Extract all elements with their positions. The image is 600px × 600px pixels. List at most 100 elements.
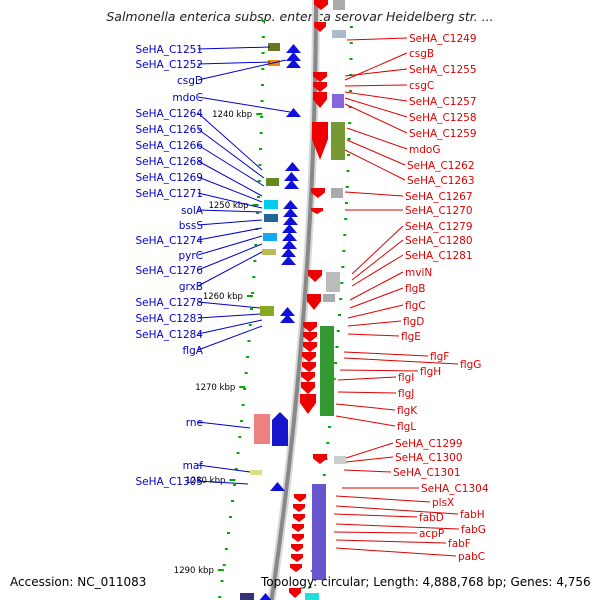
- gene-label-right[interactable]: SeHA_C1270: [405, 205, 473, 217]
- gene-arrow-reverse: [286, 59, 301, 68]
- gene-label-left[interactable]: grxB: [179, 281, 203, 293]
- leader-line-right: [344, 52, 408, 81]
- gene-label-left[interactable]: SeHA_C1278: [135, 297, 203, 309]
- gene-label-right[interactable]: fabG: [461, 524, 486, 536]
- gene-block-reverse: [263, 233, 277, 241]
- gene-label-left[interactable]: SeHA_C1284: [135, 329, 203, 341]
- gene-label-right[interactable]: flgE: [401, 331, 421, 343]
- gene-label-right[interactable]: flgG: [460, 359, 481, 371]
- gene-label-right[interactable]: SeHA_C1258: [409, 112, 477, 124]
- gene-label-right[interactable]: SeHA_C1249: [409, 33, 477, 45]
- gene-label-left[interactable]: flgA: [183, 345, 204, 357]
- gene-label-left[interactable]: SeHA_C1305: [135, 476, 203, 488]
- gene-label-left[interactable]: SeHA_C1269: [135, 172, 203, 184]
- gene-label-right[interactable]: fabD: [419, 512, 444, 524]
- gene-label-right[interactable]: flgJ: [398, 388, 414, 400]
- gene-label-left[interactable]: rne: [186, 417, 203, 429]
- gene-label-right[interactable]: SeHA_C1279: [405, 221, 473, 233]
- gene-label-right[interactable]: SeHA_C1255: [409, 64, 477, 76]
- tick-mark-outer: [349, 58, 353, 60]
- leader-line-left: [197, 227, 263, 241]
- gene-label-left[interactable]: solA: [181, 205, 204, 217]
- tick-mark-inner: [261, 68, 265, 70]
- tick-mark-inner: [243, 388, 247, 390]
- gene-label-right[interactable]: flgH: [420, 366, 441, 378]
- gene-label-left[interactable]: SeHA_C1268: [135, 156, 203, 168]
- gene-label-right[interactable]: mviN: [405, 267, 432, 279]
- gene-label-right[interactable]: pabC: [458, 551, 485, 563]
- gene-labels[interactable]: SeHA_C1251 SeHA_C1252 csgD mdoC SeHA_C1264 Se…: [135, 33, 488, 563]
- scale-tick: [252, 204, 259, 206]
- gene-label-left[interactable]: SeHA_C1271: [135, 188, 203, 200]
- tick-mark-inner: [246, 356, 250, 358]
- tick-mark-inner: [251, 292, 255, 294]
- leader-line-right: [346, 127, 408, 150]
- gene-label-left[interactable]: pyrC: [178, 250, 203, 262]
- gene-label-left[interactable]: mdoC: [172, 92, 203, 104]
- gene-label-right[interactable]: SeHA_C1262: [407, 160, 475, 172]
- gene-arrow-reverse: [283, 208, 298, 217]
- leader-line-right: [344, 68, 408, 77]
- leader-line-right: [335, 523, 460, 530]
- tick-mark-inner: [252, 276, 256, 278]
- gene-label-right[interactable]: flgF: [430, 351, 449, 363]
- gene-label-right[interactable]: SeHA_C1299: [395, 438, 463, 450]
- gene-arrow-reverse: [259, 593, 272, 600]
- gene-label-right[interactable]: SeHA_C1259: [409, 128, 477, 140]
- gene-label-right[interactable]: flgD: [403, 316, 424, 328]
- gene-label-right[interactable]: SeHA_C1281: [405, 250, 473, 262]
- tick-mark-inner: [261, 20, 265, 22]
- gene-label-right[interactable]: flgC: [405, 300, 426, 312]
- gene-label-right[interactable]: SeHA_C1280: [405, 235, 473, 247]
- gene-label-right[interactable]: flgK: [397, 405, 418, 417]
- gene-label-left[interactable]: csgD: [177, 75, 203, 87]
- gene-arrow-forward: [311, 188, 325, 198]
- map-title: Salmonella enterica subsp. enterica sero…: [106, 9, 494, 24]
- gene-label-left[interactable]: SeHA_C1266: [135, 140, 203, 152]
- tick-mark-inner: [234, 468, 238, 470]
- tick-mark-inner: [261, 36, 265, 38]
- gene-arrow-reverse: [286, 44, 301, 53]
- gene-label-left[interactable]: SeHA_C1274: [135, 235, 203, 247]
- gene-label-left[interactable]: SeHA_C1276: [135, 265, 203, 277]
- gene-label-left[interactable]: bssS: [179, 220, 204, 232]
- tick-mark-inner: [222, 564, 226, 566]
- gene-label-right[interactable]: SeHA_C1301: [393, 467, 461, 479]
- gene-block-forward: [331, 122, 345, 160]
- gene-label-right[interactable]: SeHA_C1257: [409, 96, 477, 108]
- tick-mark-inner: [260, 116, 264, 118]
- gene-arrow-forward: [302, 362, 316, 372]
- gene-label-right[interactable]: SeHA_C1267: [405, 191, 473, 203]
- gene-label-left[interactable]: SeHA_C1265: [135, 124, 203, 136]
- gene-label-right[interactable]: acpP: [419, 528, 444, 540]
- tick-mark-outer: [343, 234, 347, 236]
- gene-label-left[interactable]: SeHA_C1252: [135, 59, 203, 71]
- leader-line-right: [343, 469, 392, 473]
- gene-label-right[interactable]: SeHA_C1300: [395, 452, 463, 464]
- gene-label-right[interactable]: mdoG: [409, 144, 440, 156]
- tick-mark-outer: [349, 26, 353, 28]
- gene-label-left[interactable]: SeHA_C1264: [135, 108, 203, 120]
- gene-label-right[interactable]: SeHA_C1263: [407, 175, 475, 187]
- gene-label-right[interactable]: fabF: [448, 538, 471, 550]
- gene-arrow-reverse: [280, 314, 295, 323]
- tick-mark-outer: [344, 202, 348, 204]
- gene-arrow-forward: [293, 504, 305, 512]
- tick-mark-outer: [334, 362, 338, 364]
- leader-line-right: [339, 369, 419, 372]
- tick-mark-inner: [258, 164, 262, 166]
- gene-label-left[interactable]: maf: [183, 460, 204, 472]
- gene-label-right[interactable]: csgB: [409, 48, 434, 60]
- gene-label-right[interactable]: fabH: [460, 509, 485, 521]
- gene-label-left[interactable]: SeHA_C1283: [135, 313, 203, 325]
- gene-label-right[interactable]: flgB: [405, 283, 425, 295]
- gene-label-left[interactable]: SeHA_C1251: [135, 44, 203, 56]
- gene-label-right[interactable]: csgC: [409, 80, 434, 92]
- gene-label-right[interactable]: flgL: [397, 421, 416, 433]
- leader-line-right: [346, 139, 406, 166]
- gene-label-right[interactable]: SeHA_C1304: [421, 483, 489, 495]
- tick-mark-outer: [308, 586, 312, 588]
- gene-label-right[interactable]: flgI: [398, 372, 414, 384]
- gene-label-right[interactable]: plsX: [432, 497, 454, 509]
